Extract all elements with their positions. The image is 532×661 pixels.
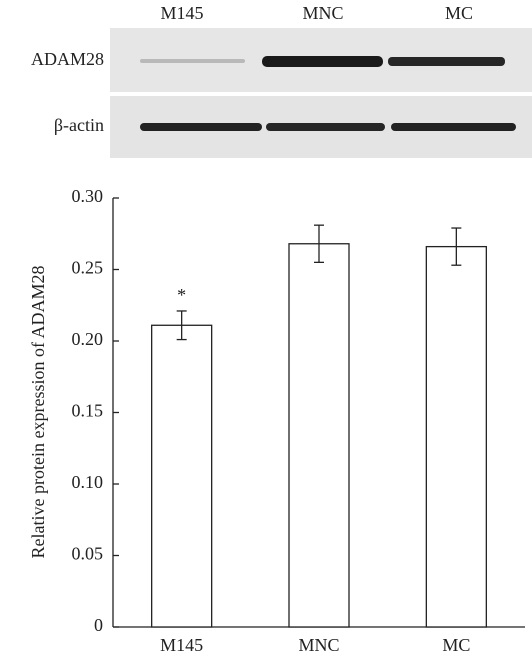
lane-label: M145 [160, 3, 203, 23]
blot-band [391, 123, 516, 131]
row-label: β-actin [54, 115, 104, 135]
blot-band [140, 59, 245, 63]
significance-marker: * [177, 285, 186, 305]
x-tick-label: MNC [298, 635, 339, 655]
blot-band [266, 123, 385, 131]
y-axis-label: Relative protein expression of ADAM28 [28, 266, 48, 559]
x-tick-label: M145 [160, 635, 203, 655]
lane-label: MNC [302, 3, 343, 23]
blot-band [388, 57, 505, 66]
blot-band [140, 123, 262, 131]
page: M145 MNC MC ADAM28 β-actin Relative prot… [0, 0, 532, 661]
y-tick-label: 0.10 [72, 472, 104, 492]
y-tick-label: 0.05 [72, 544, 104, 564]
x-tick-label: MC [442, 635, 470, 655]
figure: M145 MNC MC ADAM28 β-actin Relative prot… [0, 0, 532, 661]
bar [152, 325, 212, 627]
y-tick-label: 0.15 [72, 401, 104, 421]
y-tick-label: 0.25 [72, 258, 104, 278]
bar [289, 244, 349, 627]
y-tick-label: 0.30 [72, 186, 104, 206]
blot-band [262, 56, 383, 67]
y-tick-label: 0 [94, 615, 103, 635]
row-label: ADAM28 [31, 49, 104, 69]
bar [426, 247, 486, 627]
lane-label: MC [445, 3, 473, 23]
y-tick-label: 0.20 [72, 329, 104, 349]
